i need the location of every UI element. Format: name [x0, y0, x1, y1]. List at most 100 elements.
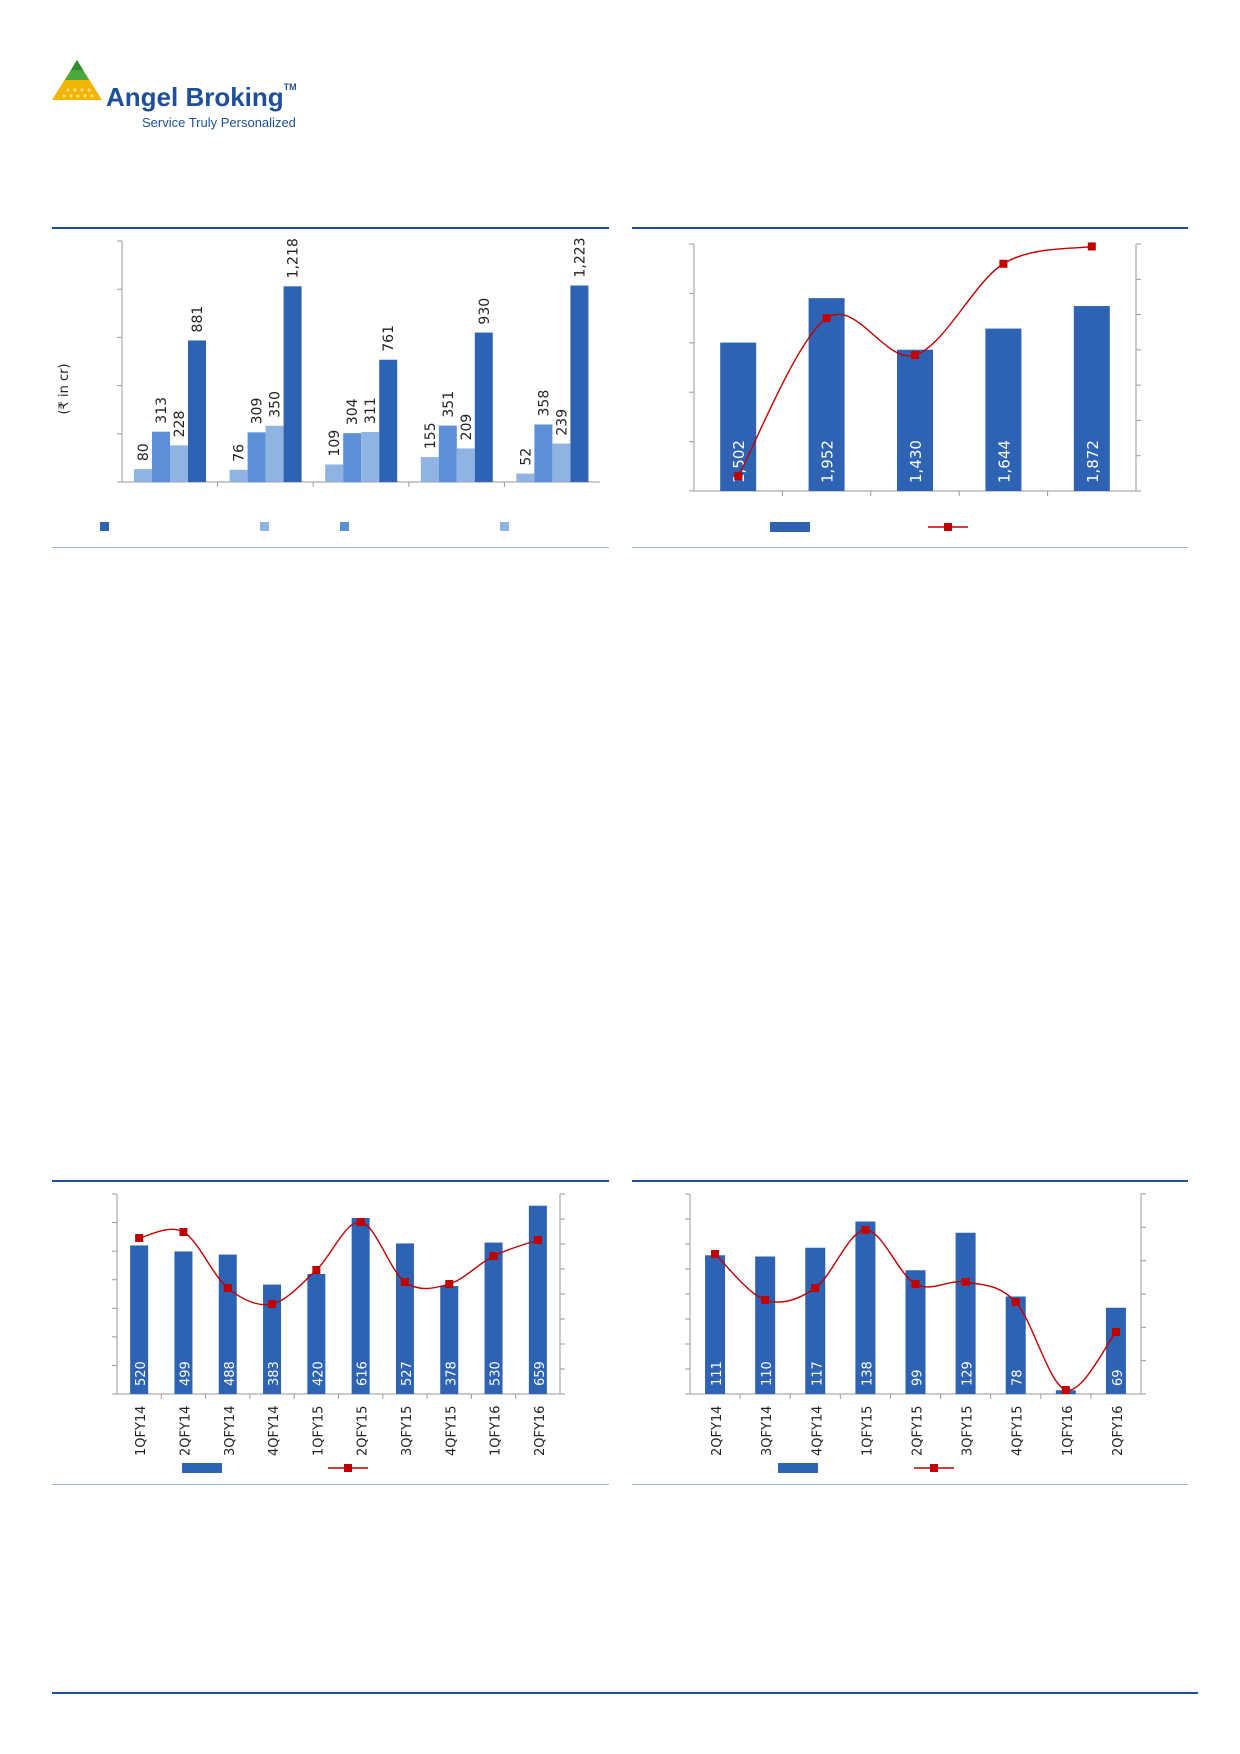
- bar: [484, 1242, 503, 1394]
- bar-value-label: 69: [1111, 1369, 1126, 1386]
- line-point: [911, 1280, 920, 1288]
- bar-value-label: 1,430: [907, 440, 925, 483]
- bar-series-1: [420, 457, 439, 482]
- bar-series-2: [152, 431, 170, 482]
- bar-value-label: 313: [154, 397, 170, 424]
- bar: [1005, 1296, 1026, 1394]
- x-tick-label: 2QFY16: [1111, 1406, 1126, 1456]
- logo: Angel BrokingTM Service Truly Personaliz…: [52, 60, 312, 140]
- bar-value-label: 138: [860, 1361, 875, 1386]
- bar: [174, 1251, 193, 1394]
- bar-value-label: 80: [136, 443, 152, 461]
- legend-bar-swatch: [182, 1463, 222, 1473]
- bar: [263, 1284, 282, 1394]
- line-point: [734, 472, 743, 481]
- bar-series-3: [456, 448, 475, 482]
- bar-series-3: [170, 445, 188, 482]
- bar-value-label: 304: [345, 398, 361, 425]
- line-point: [961, 1278, 970, 1286]
- chart1-panel: 80 313 228 881 76 309 350 1,218 109 304 311 761 155 3…: [52, 229, 609, 545]
- bar-value-label: 109: [327, 430, 343, 457]
- chart1-top-rule: [52, 227, 609, 229]
- bar-value-label: 761: [381, 325, 397, 352]
- x-tick-label: 3QFY15: [961, 1406, 976, 1456]
- bar: [395, 1243, 414, 1394]
- chart3-svg: 520 1QFY14 499 2QFY14 488 3QFY14 383 4QFY14 420 1…: [112, 1193, 565, 1473]
- series-line: [737, 245, 1092, 477]
- x-tick-label: 4QFY15: [1011, 1406, 1026, 1456]
- bar: [955, 1232, 976, 1394]
- legend-line-marker: [944, 523, 952, 531]
- line-point: [1111, 1328, 1120, 1336]
- bar-value-label: 1,223: [572, 237, 588, 277]
- chart4-svg: 111 2QFY14 110 3QFY14 117 4QFY14 138 1QFY15 99 2Q…: [685, 1193, 1146, 1473]
- line-point: [533, 1236, 542, 1244]
- bar: [905, 1270, 926, 1394]
- bar-value-label: 311: [363, 397, 379, 424]
- bar-value-label: 378: [444, 1361, 459, 1386]
- x-tick-label: 3QFY14: [223, 1406, 238, 1456]
- bar-series-4: [283, 286, 302, 482]
- x-tick-label: 4QFY14: [810, 1406, 825, 1456]
- bar-value-label: 1,644: [995, 440, 1013, 483]
- bar-series-2: [343, 433, 362, 482]
- line-point: [822, 314, 831, 323]
- y-axis-label: (₹ in cr): [57, 363, 72, 414]
- bar-value-label: 239: [554, 409, 570, 436]
- chart1-bottom-rule: [52, 547, 609, 548]
- bar-value-label: 3: [1061, 1378, 1076, 1386]
- x-tick-label: 4QFY15: [444, 1406, 459, 1456]
- bar-value-label: 930: [477, 298, 493, 325]
- bar: [855, 1221, 876, 1394]
- line-point: [179, 1228, 188, 1236]
- bar-value-label: 520: [134, 1361, 149, 1386]
- bar-value-label: 350: [268, 391, 284, 418]
- bar-series-3: [265, 425, 284, 482]
- line-point: [911, 351, 919, 360]
- logo-pyramid-icon: [52, 60, 102, 100]
- chart4-bottom-rule: [632, 1484, 1188, 1485]
- legend-swatch-3: [340, 522, 349, 531]
- bar: [1105, 1307, 1126, 1394]
- line-point: [135, 1234, 144, 1242]
- line-point: [356, 1218, 365, 1226]
- bar-series-2: [438, 425, 457, 482]
- bar-value-label: 1,218: [286, 238, 302, 278]
- line-point: [489, 1252, 498, 1260]
- chart4-panel: 111 2QFY14 110 3QFY14 117 4QFY14 138 1QFY15 99 2Q…: [632, 1182, 1188, 1482]
- bar-value-label: 881: [190, 306, 206, 333]
- bar-value-label: 358: [536, 390, 552, 417]
- chart2-top-rule: [632, 227, 1188, 229]
- chart4-top-rule: [632, 1180, 1188, 1182]
- bar-series-4: [570, 285, 589, 482]
- logo-tagline: Service Truly Personalized: [142, 115, 296, 130]
- chart3-panel: 520 1QFY14 499 2QFY14 488 3QFY14 383 4QFY14 420 1…: [52, 1182, 609, 1482]
- bar-value-label: 351: [441, 391, 457, 418]
- bar-value-label: 111: [710, 1361, 725, 1386]
- bar: [528, 1205, 547, 1394]
- x-tick-label: 2QFY16: [533, 1406, 548, 1456]
- bar-series-1: [325, 464, 344, 482]
- bar-series-4: [379, 359, 398, 482]
- bar: [1073, 306, 1110, 491]
- line-point: [1011, 1298, 1020, 1306]
- bar-value-label: 1,872: [1084, 440, 1102, 483]
- logo-brand: Angel BrokingTM: [106, 82, 297, 112]
- bar-value-label: 78: [1011, 1369, 1026, 1386]
- legend-bar-swatch: [778, 1463, 818, 1473]
- bar-value-label: 309: [250, 398, 266, 425]
- bar-value-label: 228: [172, 411, 188, 438]
- line-point: [999, 259, 1008, 268]
- line-point: [445, 1280, 454, 1288]
- bar-value-label: 488: [223, 1361, 238, 1386]
- chart2-panel: 1,502 1,952 1,430 1,644 1,872: [632, 229, 1188, 545]
- x-tick-label: 3QFY15: [400, 1406, 415, 1456]
- bar-value-label: 155: [423, 422, 439, 449]
- bar-series-1: [134, 469, 152, 482]
- bar: [307, 1274, 326, 1394]
- chart2-svg: 1,502 1,952 1,430 1,644 1,872: [689, 242, 1141, 532]
- line-point: [400, 1278, 409, 1286]
- legend-line-marker: [930, 1464, 938, 1472]
- bar-series-4: [474, 332, 493, 482]
